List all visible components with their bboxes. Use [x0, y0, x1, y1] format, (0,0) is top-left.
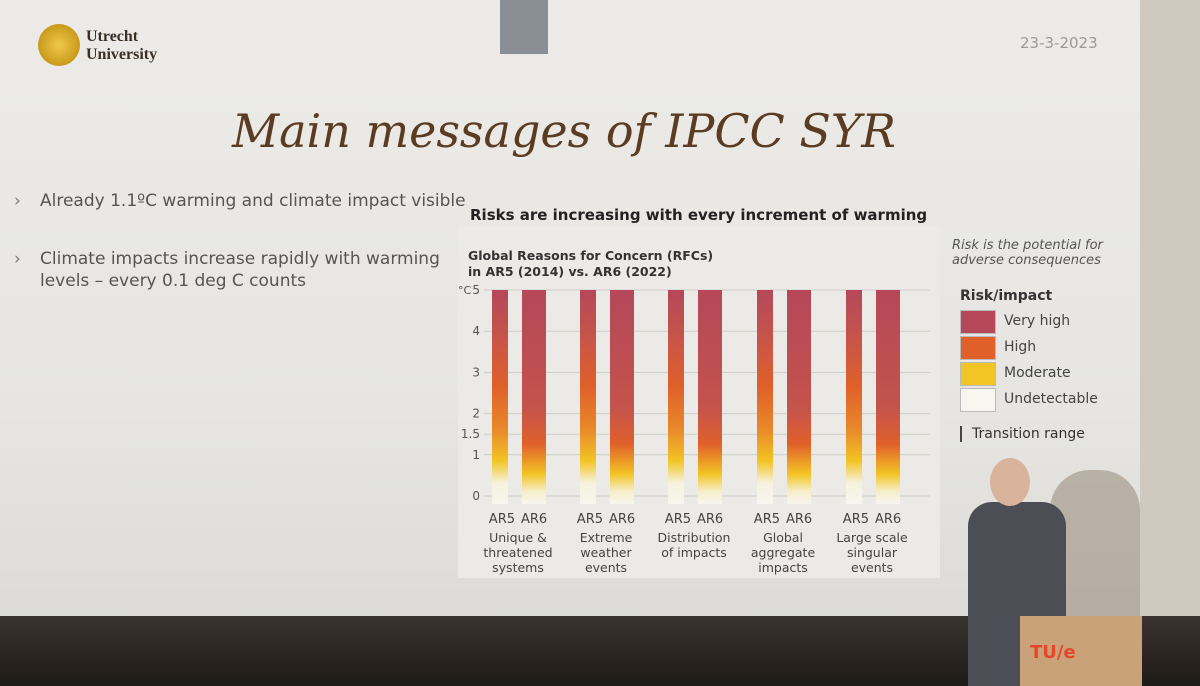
ember-bar: [846, 290, 862, 504]
ember-bar: [876, 290, 900, 504]
ember-bar: [492, 290, 508, 504]
university: Utrecht University: [86, 28, 157, 64]
legend-transition: Transition range: [960, 426, 1085, 442]
report-labels: AR5 AR6: [830, 512, 914, 527]
ember-bar: [787, 290, 811, 504]
report-labels: AR5 AR6: [652, 512, 736, 527]
wall: [1140, 0, 1200, 686]
legend-label: Moderate: [1004, 365, 1071, 381]
category: AR5 AR6 Global aggregate impacts: [741, 512, 825, 575]
category: AR5 AR6 Distribution of impacts: [652, 512, 736, 560]
podium-logo: TU/e: [1030, 642, 1076, 663]
date: 23-3-2023: [1020, 34, 1098, 52]
legend-item: High: [960, 336, 1160, 360]
legend-swatch: [960, 388, 996, 412]
report-label: AR6: [521, 512, 548, 527]
logo: [38, 24, 80, 66]
y-tick-label: 2: [472, 407, 480, 421]
slide-title: Main messages of IPCC SYR: [232, 104, 896, 158]
y-tick-label: 4: [472, 324, 480, 338]
bullet: Already 1.1ºC warming and climate impact…: [14, 190, 470, 212]
crest: [500, 0, 548, 54]
ember-bar: [580, 290, 596, 504]
ember-bar: [698, 290, 722, 504]
figure-heading: Risks are increasing with every incremen…: [470, 206, 928, 224]
report-label: AR6: [786, 512, 813, 527]
report-label: AR6: [875, 512, 902, 527]
bullet: Climate impacts increase rapidly with wa…: [14, 248, 470, 292]
y-tick-label: 1: [472, 448, 480, 462]
ember-bar: [757, 290, 773, 504]
legend-label: Very high: [1004, 313, 1071, 329]
category: AR5 AR6 Large scale singular events: [830, 512, 914, 575]
category: AR5 AR6 Unique & threatened systems: [476, 512, 560, 575]
report-label: AR6: [697, 512, 724, 527]
report-label: AR5: [753, 512, 780, 527]
legend-note: Risk is the potential for adverse conseq…: [952, 238, 1103, 268]
legend-swatch: [960, 362, 996, 386]
category: AR5 AR6 Extreme weather events: [564, 512, 648, 575]
report-labels: AR5 AR6: [564, 512, 648, 527]
speaker-head: [990, 458, 1030, 506]
report-labels: AR5 AR6: [741, 512, 825, 527]
category-name: Distribution of impacts: [657, 530, 731, 560]
legend-item: Moderate: [960, 362, 1160, 386]
y-tick-label: 1.5: [461, 427, 480, 441]
university-line: University: [86, 46, 158, 63]
legend-swatch: [960, 336, 996, 360]
report-labels: AR5 AR6: [476, 512, 560, 527]
legend-title: Risk/impact: [960, 288, 1053, 304]
report-label: AR6: [609, 512, 636, 527]
category-name: Extreme weather events: [579, 530, 633, 575]
category-name: Unique & threatened systems: [483, 530, 553, 575]
y-unit: °C: [458, 284, 472, 297]
y-tick-label: 0: [472, 489, 480, 503]
ember-bar: [668, 290, 684, 504]
ember-bar: [522, 290, 546, 504]
legend-label: Undetectable: [1004, 391, 1098, 407]
legend-item: Very high: [960, 310, 1160, 334]
legend-item: Undetectable: [960, 388, 1160, 412]
university-line: Utrecht: [86, 28, 139, 45]
report-label: AR5: [842, 512, 869, 527]
y-tick-label: 3: [472, 365, 480, 379]
legend-label: High: [1004, 339, 1037, 355]
legend-swatch: [960, 310, 996, 334]
podium: [1020, 616, 1142, 686]
category-name: Large scale singular events: [836, 530, 908, 575]
report-label: AR5: [664, 512, 691, 527]
report-label: AR5: [576, 512, 603, 527]
report-label: AR5: [488, 512, 515, 527]
y-tick-label: 5: [472, 283, 480, 297]
category-name: Global aggregate impacts: [750, 530, 816, 575]
ember-bar: [610, 290, 634, 504]
chart-title: Global Reasons for Concern (RFCs) in AR5…: [468, 248, 714, 279]
